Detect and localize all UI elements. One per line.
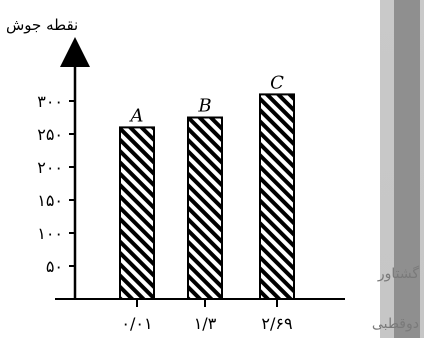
- bar-label: B: [197, 96, 211, 117]
- side-text-dipole: دوقطبی: [371, 316, 419, 332]
- side-text-dipole-moment: گشتاور: [377, 266, 419, 282]
- y-tick-label: ۱۵۰: [37, 191, 63, 210]
- y-tick-label: ۲۰۰: [37, 158, 63, 177]
- bar: [119, 126, 155, 301]
- y-axis-title: نقطه جوش: [6, 16, 79, 34]
- x-tick-label: ۲/۶۹: [261, 314, 292, 333]
- side-panel-strip: [394, 0, 420, 338]
- bar: [187, 116, 223, 300]
- bar: [259, 93, 295, 301]
- x-tick-label: ۱/۳: [194, 314, 217, 333]
- x-tick-label: ۰/۰۱: [121, 314, 152, 333]
- bar-chart-svg: ۵۰ ۱۰۰ ۱۵۰ ۲۰۰ ۲۵۰ ۳۰۰ A ۰/۰۱ B ۱/۳ C ۲/۶۹: [37, 37, 345, 333]
- bar-label: C: [270, 72, 284, 93]
- y-tick-label: ۲۵۰: [37, 125, 63, 144]
- y-tick-label: ۱۰۰: [37, 224, 63, 243]
- y-tick-label: ۳۰۰: [37, 92, 63, 111]
- y-tick-label: ۵۰: [46, 257, 63, 276]
- bar-label: A: [129, 105, 144, 126]
